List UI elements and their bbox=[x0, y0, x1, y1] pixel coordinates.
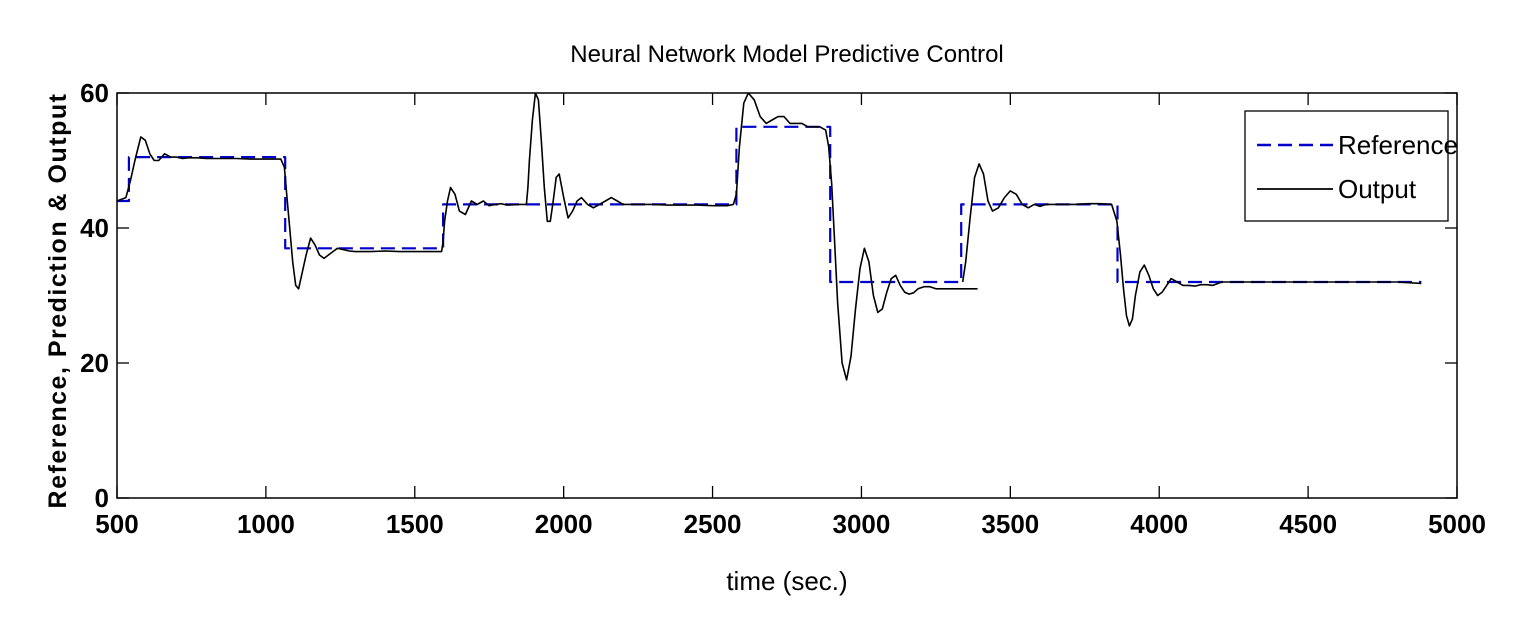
x-tick-label: 5000 bbox=[1428, 509, 1486, 539]
legend-box bbox=[1244, 110, 1449, 222]
x-tick-label: 4500 bbox=[1279, 509, 1337, 539]
x-tick-label: 1500 bbox=[386, 509, 444, 539]
chart-title: Neural Network Model Predictive Control bbox=[570, 41, 1004, 68]
x-tick-label: 1000 bbox=[237, 509, 295, 539]
plot-area bbox=[117, 93, 1422, 381]
x-axis-label: time (sec.) bbox=[726, 566, 847, 596]
legend: Reference Output bbox=[1244, 110, 1458, 222]
y-tick-label: 40 bbox=[80, 213, 109, 243]
plot-frame bbox=[116, 92, 1458, 499]
legend-label: Reference bbox=[1338, 130, 1458, 160]
legend-label: Output bbox=[1338, 174, 1417, 204]
series-line-1 bbox=[117, 93, 978, 381]
series-line-0 bbox=[117, 125, 1422, 284]
x-tick-label: 500 bbox=[95, 509, 138, 539]
axes: 500 1000 1500 2000 2500 3000 3500 4000 4500 5000 0… bbox=[80, 78, 1486, 539]
y-axis-label: Reference, Prediction & Output bbox=[44, 93, 72, 509]
x-tick-label: 3000 bbox=[833, 509, 891, 539]
x-tick-label: 3500 bbox=[981, 509, 1039, 539]
x-tick-label: 4000 bbox=[1130, 509, 1188, 539]
x-tick-label: 2500 bbox=[684, 509, 742, 539]
y-tick-label: 0 bbox=[95, 483, 109, 513]
series-line-2 bbox=[961, 163, 1422, 327]
y-tick-label: 20 bbox=[80, 348, 109, 378]
y-tick-label: 60 bbox=[80, 78, 109, 108]
x-tick-label: 2000 bbox=[535, 509, 593, 539]
